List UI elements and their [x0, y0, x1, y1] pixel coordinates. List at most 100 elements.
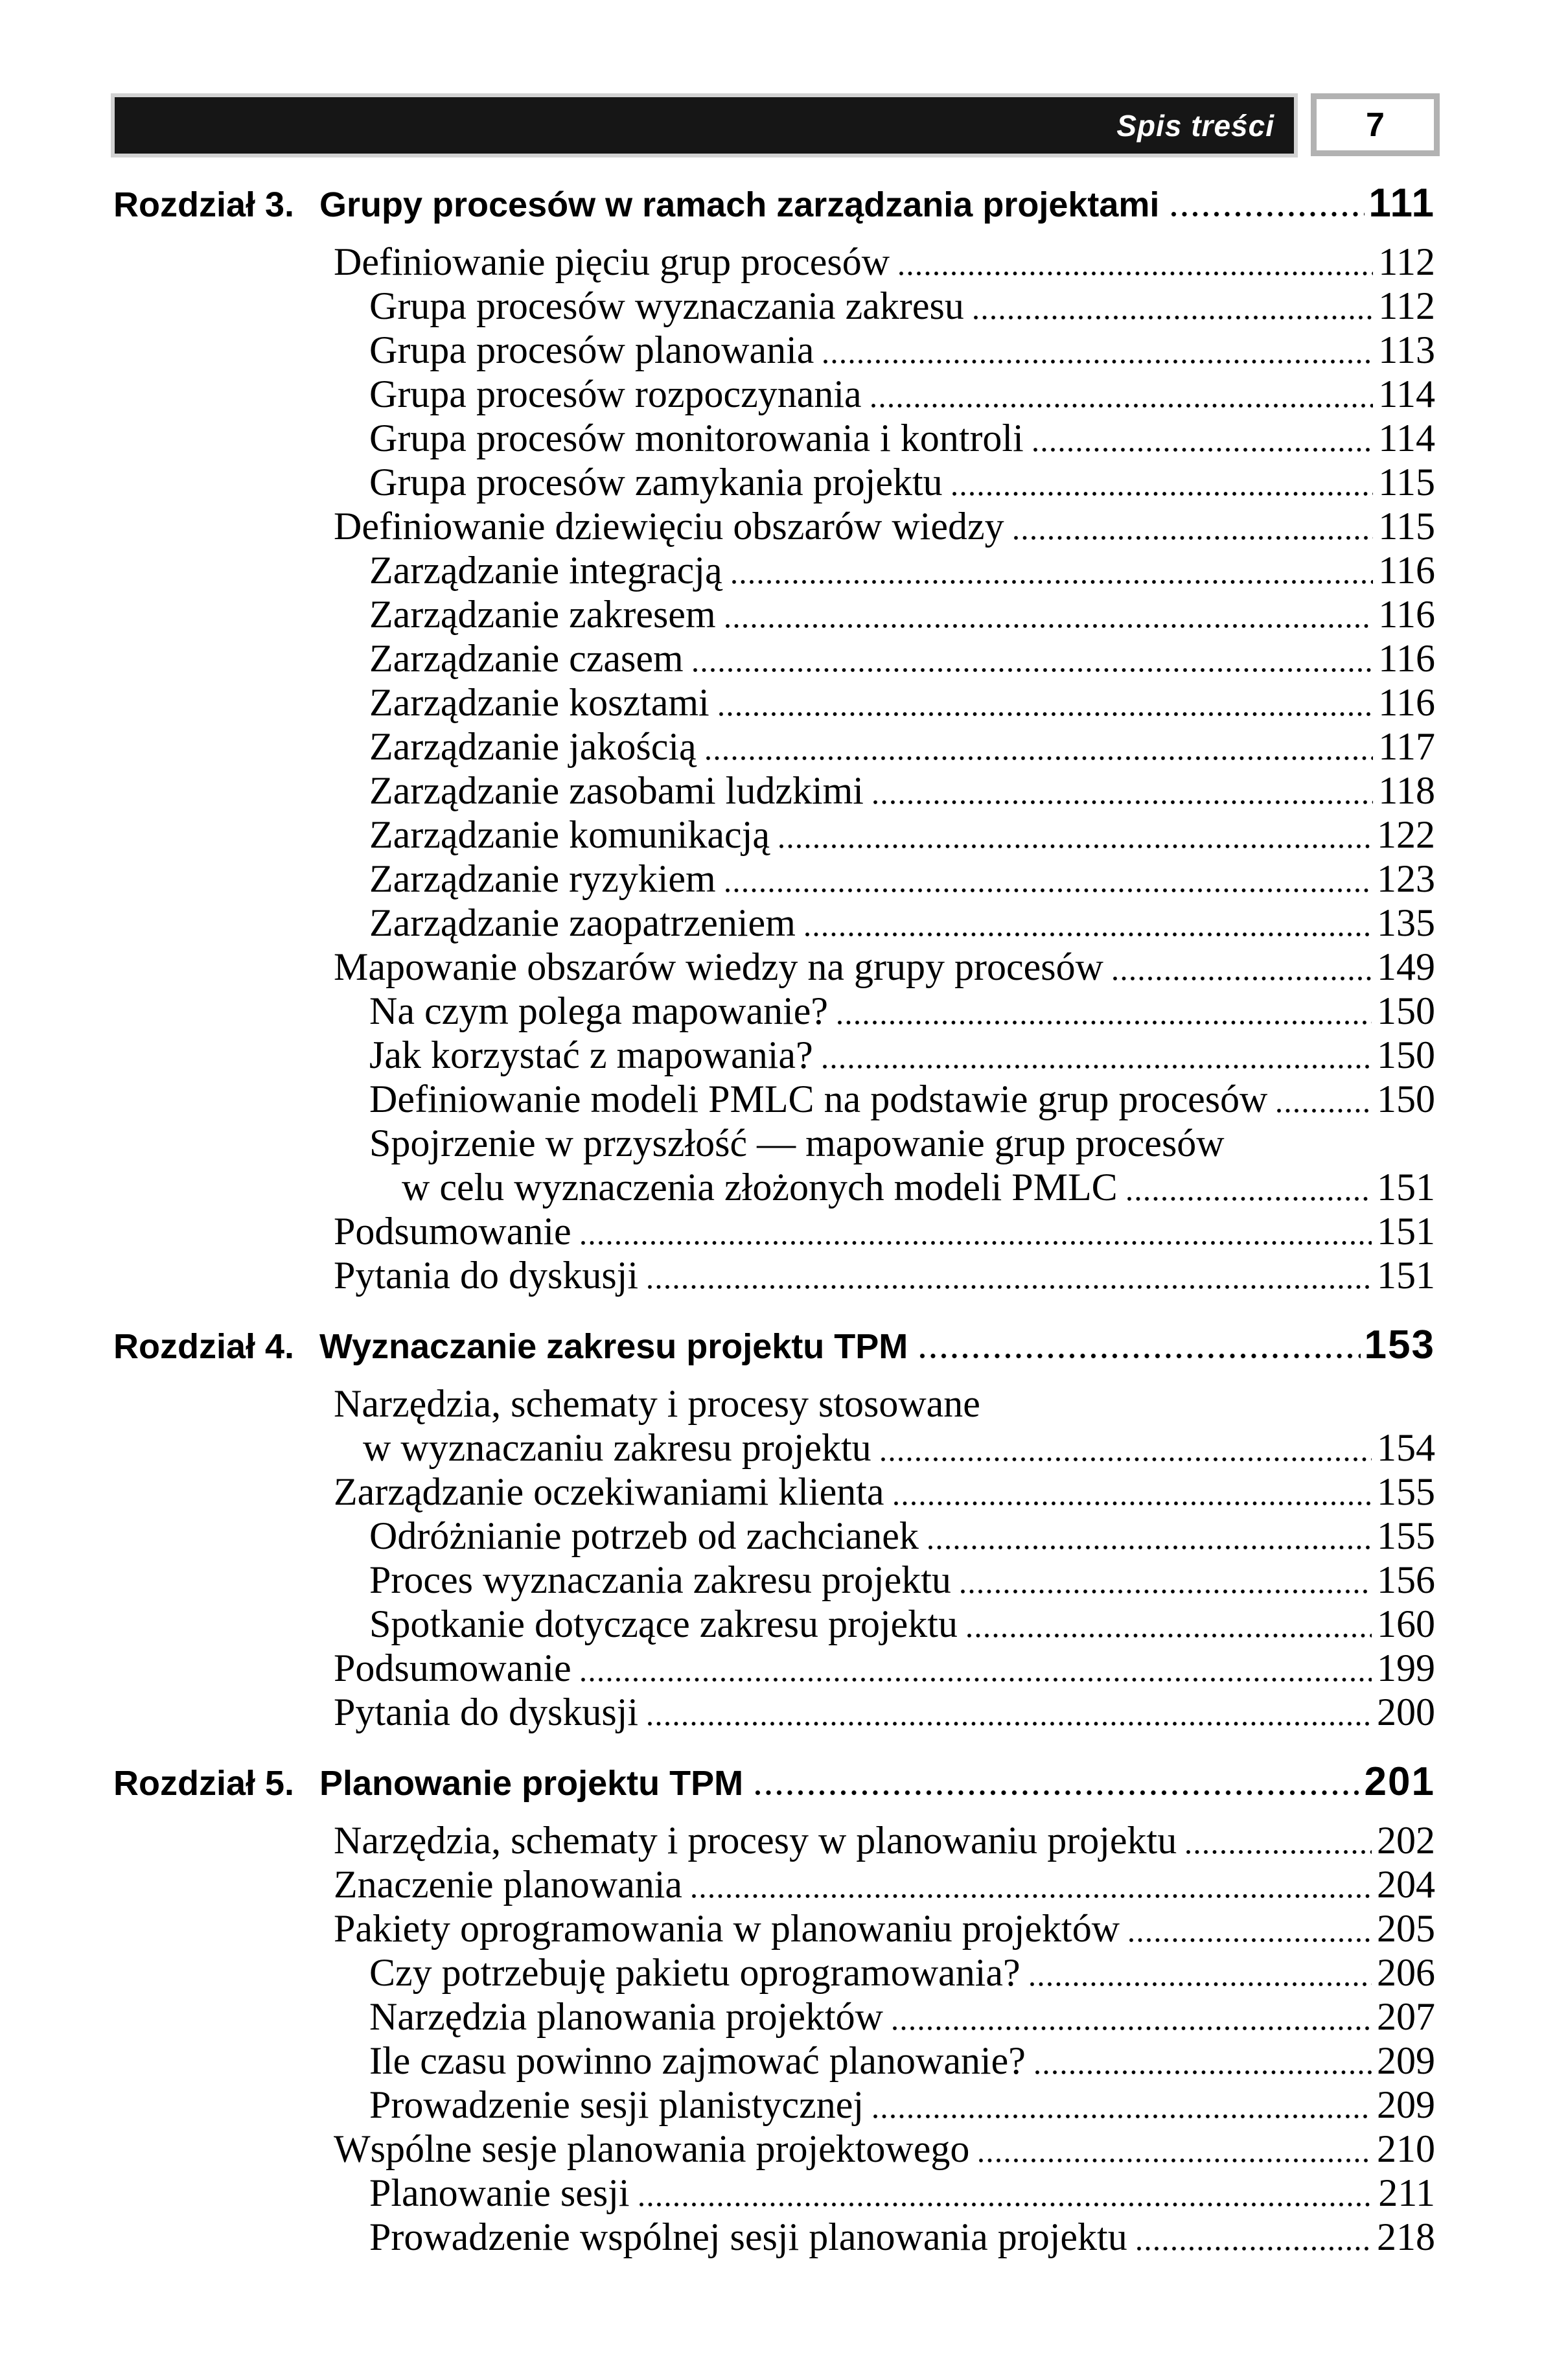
- toc-entry: Definiowanie modeli PMLC na podstawie gr…: [113, 1077, 1435, 1121]
- entry-label: Definiowanie dziewięciu obszarów wiedzy: [334, 505, 1004, 548]
- dot-leader: [779, 844, 1372, 849]
- entry-page-number: 151: [1377, 1166, 1435, 1209]
- dot-leader: [892, 2026, 1372, 2031]
- dot-leader: [724, 623, 1374, 629]
- entry-label: Narzędzia, schematy i procesy stosowane: [334, 1382, 980, 1425]
- toc-entry: Zarządzanie zakresem 116: [113, 592, 1435, 636]
- toc-entry: Podsumowanie 151: [113, 1209, 1435, 1253]
- page-number: 7: [1366, 106, 1385, 144]
- entry-label: Wspólne sesje planowania projektowego: [334, 2127, 970, 2170]
- toc-entry: Zarządzanie jakością 117: [113, 724, 1435, 769]
- dot-leader: [966, 1633, 1372, 1638]
- toc-entry: Pytania do dyskusji 200: [113, 1690, 1435, 1734]
- entry-page-number: 117: [1378, 725, 1435, 768]
- toc-entry: Narzędzia, schematy i procesy stosowane: [113, 1382, 1435, 1426]
- entry-label: w wyznaczaniu zakresu projektu: [363, 1426, 871, 1469]
- toc-entry: Grupa procesów monitorowania i kontroli 1…: [113, 416, 1435, 460]
- entry-page-number: 116: [1378, 549, 1435, 592]
- dot-leader: [580, 1240, 1372, 1245]
- chapter-page-number: 111: [1368, 181, 1435, 226]
- entry-label: Mapowanie obszarów wiedzy na grupy proce…: [334, 945, 1103, 988]
- dot-leader: [1032, 447, 1374, 452]
- entry-page-number: 150: [1377, 1078, 1435, 1120]
- entry-label: Grupa procesów planowania: [369, 329, 814, 371]
- entry-label: Zarządzanie komunikacją: [369, 813, 770, 856]
- entry-label: Zarządzanie zakresem: [369, 593, 716, 636]
- entry-page-number: 149: [1377, 945, 1435, 988]
- dot-leader: [1034, 2070, 1372, 2075]
- dot-leader: [951, 491, 1374, 496]
- toc-entry: Grupa procesów planowania 113: [113, 328, 1435, 372]
- toc-entry: Zarządzanie komunikacją 122: [113, 813, 1435, 857]
- entry-page-number: 115: [1378, 505, 1435, 548]
- entry-page-number: 209: [1377, 2039, 1435, 2082]
- toc-entry: Grupa procesów rozpoczynania 114: [113, 372, 1435, 416]
- entry-label: Zarządzanie zasobami ludzkimi: [369, 769, 864, 812]
- toc-entry: Ile czasu powinno zajmować planowanie? 20…: [113, 2039, 1435, 2083]
- chapter-heading: Rozdział 3. Grupy procesów w ramach zarzą…: [113, 178, 1435, 231]
- header-title: Spis treści: [1116, 108, 1274, 143]
- dot-leader: [692, 667, 1374, 673]
- entry-label: w celu wyznaczenia złożonych modeli PMLC: [402, 1166, 1118, 1209]
- entry-label: Podsumowanie: [334, 1647, 571, 1689]
- entry-page-number: 155: [1377, 1514, 1435, 1557]
- entry-label: Zarządzanie kosztami: [369, 681, 709, 724]
- entry-label: Definiowanie pięciu grup procesów: [334, 240, 890, 283]
- entry-label: Pytania do dyskusji: [334, 1691, 639, 1733]
- entry-label: Zarządzanie zaopatrzeniem: [369, 901, 796, 944]
- toc-entry: Wspólne sesje planowania projektowego 210: [113, 2127, 1435, 2171]
- dot-leader: [1013, 535, 1374, 540]
- entry-page-number: 116: [1378, 593, 1435, 636]
- entry-page-number: 207: [1377, 1995, 1435, 2038]
- entry-page-number: 116: [1378, 681, 1435, 724]
- toc-entry: Spotkanie dotyczące zakresu projektu 160: [113, 1602, 1435, 1646]
- entry-page-number: 204: [1377, 1863, 1435, 1906]
- entry-page-number: 160: [1377, 1603, 1435, 1645]
- toc-entry: Definiowanie dziewięciu obszarów wiedzy 1…: [113, 504, 1435, 548]
- entry-label: Grupa procesów monitorowania i kontroli: [369, 417, 1024, 459]
- chapter-title: Grupy procesów w ramach zarządzania proj…: [319, 185, 1160, 224]
- toc-entry: Podsumowanie 199: [113, 1646, 1435, 1690]
- toc-entry: Zarządzanie ryzykiem 123: [113, 857, 1435, 901]
- entry-page-number: 150: [1377, 1034, 1435, 1076]
- toc-entry: Narzędzia planowania projektów 207: [113, 1995, 1435, 2039]
- chapter-page-number: 201: [1364, 1759, 1435, 1804]
- entry-page-number: 114: [1378, 373, 1435, 415]
- dot-leader: [731, 579, 1374, 585]
- entry-page-number: 113: [1378, 329, 1435, 371]
- entry-label: Prowadzenie wspólnej sesji planowania pr…: [369, 2216, 1127, 2258]
- header-bar: Spis treści: [115, 97, 1294, 154]
- toc-entry: Narzędzia, schematy i procesy w planowan…: [113, 1818, 1435, 1862]
- dot-leader: [647, 1284, 1372, 1290]
- dot-leader: [1171, 211, 1365, 217]
- dot-leader: [927, 1545, 1372, 1550]
- entry-label: Definiowanie modeli PMLC na podstawie gr…: [369, 1078, 1268, 1120]
- dot-leader: [872, 800, 1374, 805]
- chapter-label: Rozdział 5.: [113, 1764, 295, 1803]
- toc-entry: Mapowanie obszarów wiedzy na grupy proce…: [113, 945, 1435, 989]
- dot-leader: [893, 1501, 1372, 1506]
- toc-entry: w celu wyznaczenia złożonych modeli PMLC…: [113, 1165, 1435, 1209]
- entry-page-number: 112: [1378, 284, 1435, 327]
- entry-label: Prowadzenie sesji planistycznej: [369, 2083, 864, 2126]
- entry-page-number: 156: [1377, 1558, 1435, 1601]
- dot-leader: [647, 1721, 1372, 1726]
- dot-leader: [691, 1893, 1372, 1899]
- toc-entry: Zarządzanie zaopatrzeniem 135: [113, 901, 1435, 945]
- chapter-heading: Rozdział 5. Planowanie projektu TPM 201: [113, 1756, 1435, 1809]
- entry-page-number: 115: [1378, 461, 1435, 504]
- entry-page-number: 116: [1378, 637, 1435, 680]
- entry-label: Zarządzanie oczekiwaniami klienta: [334, 1470, 884, 1513]
- dot-leader: [1126, 1196, 1372, 1201]
- entry-label: Jak korzystać z mapowania?: [369, 1034, 813, 1076]
- entry-page-number: 150: [1377, 990, 1435, 1032]
- dot-leader: [823, 359, 1374, 364]
- dot-leader: [1276, 1108, 1372, 1113]
- entry-label: Czy potrzebuję pakietu oprogramowania?: [369, 1951, 1020, 1994]
- toc-entry: Spojrzenie w przyszłość — mapowanie grup…: [113, 1121, 1435, 1165]
- entry-label: Narzędzia, schematy i procesy w planowan…: [334, 1819, 1177, 1862]
- toc-entry: Jak korzystać z mapowania? 150: [113, 1033, 1435, 1077]
- toc-entry: Planowanie sesji 211: [113, 2171, 1435, 2215]
- toc-entry: Grupa procesów zamykania projektu 115: [113, 460, 1435, 504]
- chapter-label: Rozdział 4.: [113, 1327, 295, 1366]
